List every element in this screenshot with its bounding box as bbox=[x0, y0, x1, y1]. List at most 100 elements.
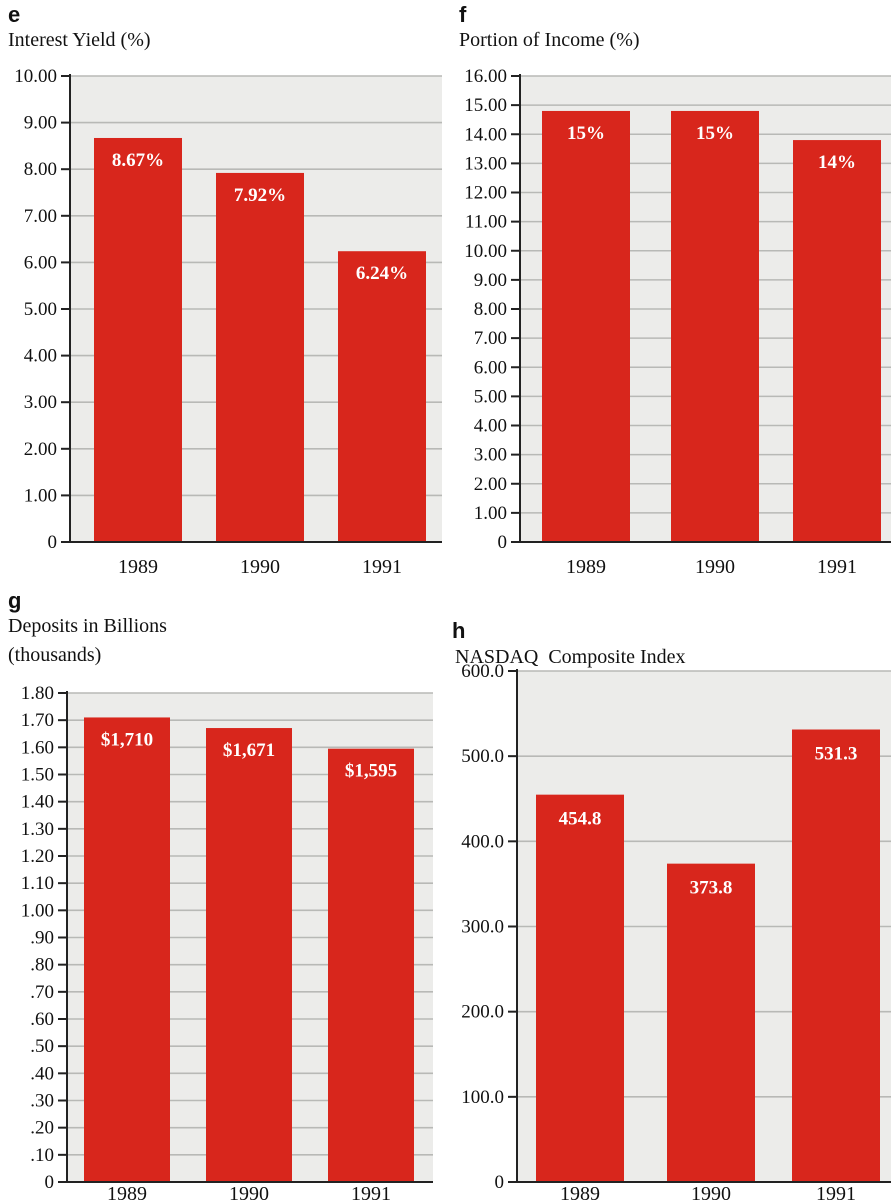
data-label: 15% bbox=[696, 123, 734, 144]
y-tick-label: .20 bbox=[30, 1118, 54, 1139]
y-tick-label: 300.0 bbox=[461, 917, 504, 938]
y-tick-label: 1.60 bbox=[21, 737, 54, 758]
y-tick-label: 0 bbox=[48, 532, 58, 553]
data-label: $1,595 bbox=[345, 761, 397, 782]
data-label: 7.92% bbox=[234, 185, 286, 206]
y-tick-label: 16.00 bbox=[464, 66, 507, 87]
y-tick-label: 4.00 bbox=[24, 346, 57, 367]
data-label: 14% bbox=[818, 152, 856, 173]
bar-1990 bbox=[667, 863, 755, 1182]
y-tick-label: 10.00 bbox=[14, 66, 57, 87]
data-label: $1,671 bbox=[223, 740, 275, 761]
y-tick-label: 1.00 bbox=[24, 485, 57, 506]
y-tick-label: 1.40 bbox=[21, 792, 54, 813]
x-tick-label: 1991 bbox=[817, 556, 857, 578]
y-tick-label: 5.00 bbox=[24, 299, 57, 320]
panel-letter-g: g bbox=[8, 588, 22, 613]
y-tick-label: 8.00 bbox=[24, 159, 57, 180]
y-tick-label: 10.00 bbox=[464, 241, 507, 262]
y-tick-label: 0 bbox=[495, 1172, 505, 1193]
data-label: 531.3 bbox=[815, 744, 858, 765]
y-tick-label: 6.00 bbox=[474, 357, 507, 378]
bar-1991 bbox=[338, 251, 426, 542]
x-tick-label: 1989 bbox=[560, 1183, 600, 1203]
bar-1989 bbox=[536, 794, 624, 1182]
y-tick-label: 500.0 bbox=[461, 746, 504, 767]
y-tick-label: 7.00 bbox=[24, 206, 57, 227]
bar-1990 bbox=[206, 728, 292, 1182]
bar-chart-deposits: 0 .10 .20 .30 .40 .50 .60 .70 .80 .90 1.00 1.10 1.20… bbox=[21, 683, 433, 1203]
bar-1991 bbox=[793, 140, 881, 542]
bar-chart-interest-yield: 0 1.00 2.00 3.00 4.00 5.00 6.00 7.00 8.00 9.00 10.… bbox=[14, 66, 442, 578]
bar-1990 bbox=[671, 110, 759, 542]
y-tick-label: 2.00 bbox=[24, 439, 57, 460]
data-label: 454.8 bbox=[559, 809, 602, 830]
y-tick-label: 1.20 bbox=[21, 846, 54, 867]
y-tick-label: 5.00 bbox=[474, 386, 507, 407]
data-label: 15% bbox=[567, 123, 605, 144]
y-tick-label: 14.00 bbox=[464, 124, 507, 145]
x-tick-label: 1990 bbox=[229, 1183, 269, 1203]
y-tick-label: 100.0 bbox=[461, 1087, 504, 1108]
x-tick-label: 1990 bbox=[691, 1183, 731, 1203]
y-tick-label: 1.80 bbox=[21, 683, 54, 704]
panel-title-g-line2: (thousands) bbox=[8, 644, 102, 666]
y-tick-label: 2.00 bbox=[474, 474, 507, 495]
y-tick-label: .40 bbox=[30, 1063, 54, 1084]
y-tick-label: 600.0 bbox=[461, 661, 504, 682]
data-label: 6.24% bbox=[356, 263, 408, 284]
bar-chart-portion-of-income: 0 1.00 2.00 3.00 4.00 5.00 6.00 7.00 8.00 9.00 10.… bbox=[464, 66, 891, 578]
bar-1989 bbox=[94, 137, 182, 542]
x-tick-label: 1991 bbox=[351, 1183, 391, 1203]
y-tick-label: 400.0 bbox=[461, 831, 504, 852]
bar-1989 bbox=[542, 110, 630, 542]
y-tick-label: 1.00 bbox=[474, 503, 507, 524]
y-tick-label: .60 bbox=[30, 1009, 54, 1030]
panel-title-h: NASDAQ Composite Index bbox=[455, 646, 686, 668]
y-tick-label: 200.0 bbox=[461, 1002, 504, 1023]
y-tick-label: .50 bbox=[30, 1036, 54, 1057]
data-label: 373.8 bbox=[690, 878, 733, 899]
y-tick-label: .90 bbox=[30, 928, 54, 949]
x-tick-label: 1989 bbox=[107, 1183, 147, 1203]
y-tick-label: .30 bbox=[30, 1091, 54, 1112]
data-label: $1,710 bbox=[101, 729, 153, 750]
x-tick-label: 1989 bbox=[118, 556, 158, 578]
bar-chart-nasdaq-composite: 0 100.0 200.0 300.0 400.0 500.0 600.0 454.8 1989… bbox=[461, 661, 891, 1203]
y-tick-label: 8.00 bbox=[474, 299, 507, 320]
y-tick-label: .10 bbox=[30, 1145, 54, 1166]
y-tick-label: 11.00 bbox=[465, 212, 507, 233]
y-tick-label: 6.00 bbox=[24, 252, 57, 273]
y-tick-label: 7.00 bbox=[474, 328, 507, 349]
panel-title-e: Interest Yield (%) bbox=[8, 29, 151, 51]
x-tick-label: 1991 bbox=[362, 556, 402, 578]
y-tick-label: 4.00 bbox=[474, 416, 507, 437]
y-tick-label: 9.00 bbox=[474, 270, 507, 291]
y-tick-label: 0 bbox=[498, 532, 508, 553]
y-tick-label: .80 bbox=[30, 955, 54, 976]
y-tick-label: 1.10 bbox=[21, 873, 54, 894]
panel-letter-e: e bbox=[8, 2, 21, 27]
panel-title-f: Portion of Income (%) bbox=[459, 29, 640, 51]
x-tick-label: 1990 bbox=[695, 556, 735, 578]
x-tick-label: 1989 bbox=[566, 556, 606, 578]
y-tick-label: .70 bbox=[30, 982, 54, 1003]
y-tick-label: 12.00 bbox=[464, 183, 507, 204]
bar-1990 bbox=[216, 172, 304, 542]
x-tick-label: 1990 bbox=[240, 556, 280, 578]
panel-letter-h: h bbox=[452, 618, 466, 643]
x-tick-label: 1991 bbox=[816, 1183, 856, 1203]
y-tick-label: 0 bbox=[45, 1172, 55, 1193]
y-tick-label: 3.00 bbox=[24, 392, 57, 413]
y-tick-label: 3.00 bbox=[474, 445, 507, 466]
panel-title-g: Deposits in Billions bbox=[8, 615, 167, 637]
data-label: 8.67% bbox=[112, 150, 164, 171]
bar-1989 bbox=[84, 717, 170, 1182]
bar-1991 bbox=[792, 729, 880, 1182]
bar-1991 bbox=[328, 748, 414, 1182]
y-tick-label: 1.00 bbox=[21, 900, 54, 921]
y-tick-label: 1.70 bbox=[21, 710, 54, 731]
y-tick-label: 13.00 bbox=[464, 153, 507, 174]
y-tick-label: 9.00 bbox=[24, 113, 57, 134]
y-tick-label: 1.50 bbox=[21, 765, 54, 786]
